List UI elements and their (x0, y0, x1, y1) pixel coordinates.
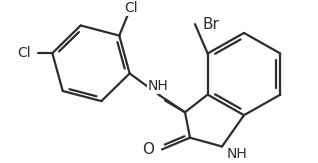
Text: Cl: Cl (17, 46, 31, 60)
Text: NH: NH (148, 79, 168, 93)
Text: Cl: Cl (124, 1, 138, 15)
Text: O: O (142, 142, 154, 157)
Text: NH: NH (227, 147, 248, 161)
Text: Br: Br (203, 17, 220, 32)
